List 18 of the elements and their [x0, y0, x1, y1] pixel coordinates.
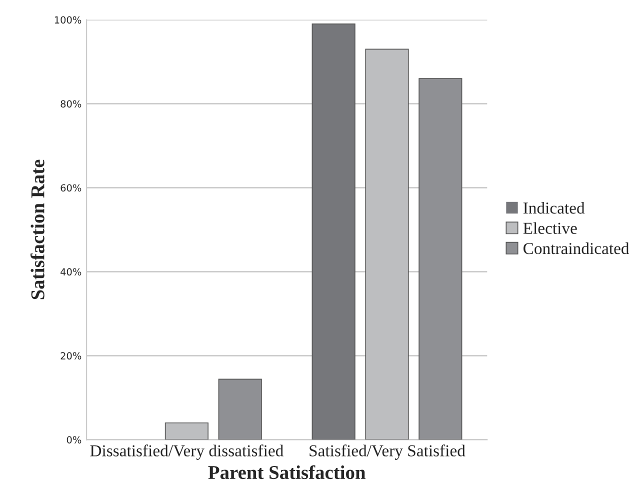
legend-label: Contraindicated — [524, 242, 630, 254]
x-tick-label: Satisfied/Very Satisfied — [310, 444, 466, 460]
y-tick-label: 0% — [66, 436, 82, 444]
bar — [164, 422, 208, 440]
y-tick-label: 40% — [60, 268, 82, 276]
bar — [218, 378, 262, 440]
y-tick-label: 60% — [60, 184, 82, 192]
y-tick-label: 20% — [60, 352, 82, 360]
legend-label: Elective — [523, 222, 577, 234]
bar — [418, 78, 462, 440]
x-tick-label: Dissatisfied/Very dissatisfied — [90, 444, 284, 460]
bar — [365, 48, 409, 440]
legend-label: Indicated — [523, 202, 585, 214]
y-axis-title: Satisfaction Rate — [30, 160, 44, 300]
bar — [312, 24, 356, 440]
x-axis-title: Parent Satisfaction — [208, 465, 366, 480]
y-tick-label: 100% — [54, 16, 82, 24]
y-tick-label: 80% — [60, 100, 82, 108]
